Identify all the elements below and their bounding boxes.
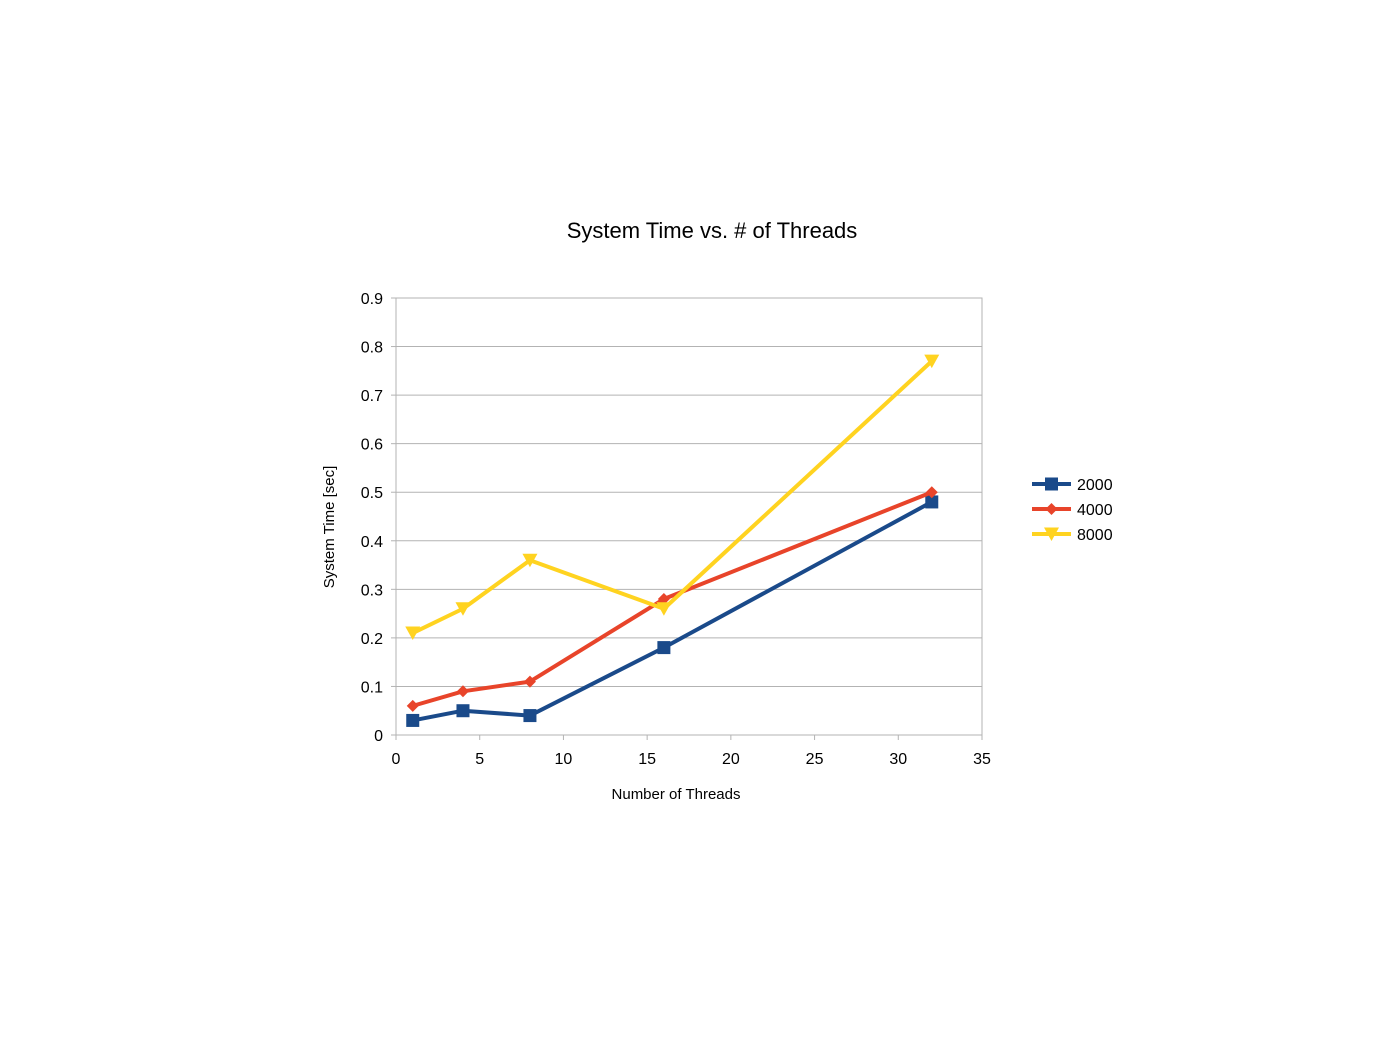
legend-item-4000: 4000	[1032, 502, 1113, 519]
series-group	[405, 354, 940, 727]
y-tick-label: 0.9	[361, 291, 383, 308]
data-point	[656, 602, 672, 616]
x-tick-label: 5	[475, 751, 484, 768]
x-axis-ticks: 0 5 10 15 20 25 30 35	[392, 735, 991, 768]
data-point	[522, 553, 538, 568]
y-tick-label: 0	[374, 728, 383, 745]
y-tick-label: 0.5	[361, 485, 383, 502]
data-point	[455, 602, 471, 616]
data-point	[406, 699, 419, 712]
data-point	[523, 709, 537, 723]
data-point	[523, 675, 536, 688]
legend-label: 4000	[1077, 502, 1113, 519]
data-point	[456, 685, 469, 698]
y-tick-label: 0.3	[361, 582, 383, 599]
data-point	[657, 641, 671, 655]
x-tick-label: 30	[889, 751, 907, 768]
y-axis-ticks: 0 0.1 0.2 0.3 0.4 0.5 0.6 0.7 0.8 0.9	[361, 291, 396, 745]
y-tick-label: 0.2	[361, 631, 383, 648]
data-point	[456, 704, 470, 718]
y-tick-label: 0.1	[361, 679, 383, 696]
data-point	[657, 593, 670, 606]
data-point	[925, 486, 938, 499]
y-tick-label: 0.8	[361, 340, 383, 357]
legend-item-2000: 2000	[1032, 477, 1113, 494]
legend-label: 8000	[1077, 527, 1113, 544]
data-point	[405, 626, 421, 641]
series-line	[410, 359, 934, 636]
series-4000	[406, 486, 938, 712]
x-tick-label: 15	[638, 751, 656, 768]
x-tick-label: 0	[392, 751, 401, 768]
x-tick-label: 20	[722, 751, 740, 768]
series-8000	[405, 354, 940, 641]
chart-title: System Time vs. # of Threads	[567, 218, 858, 243]
data-point	[925, 495, 939, 509]
plot-frame	[395, 297, 983, 736]
data-point	[924, 354, 940, 369]
x-tick-label: 10	[555, 751, 573, 768]
x-tick-label: 25	[806, 751, 824, 768]
legend-label: 2000	[1077, 477, 1113, 494]
legend: 2000 4000 8000	[1032, 477, 1113, 544]
y-tick-label: 0.7	[361, 388, 383, 405]
x-axis-label: Number of Threads	[612, 786, 741, 803]
legend-marker	[1045, 503, 1058, 515]
legend-marker	[1045, 477, 1058, 491]
y-axis-label: System Time [sec]	[321, 466, 338, 589]
y-tick-label: 0.6	[361, 437, 383, 454]
series-2000	[406, 495, 939, 727]
legend-item-8000: 8000	[1032, 527, 1113, 544]
legend-marker	[1044, 527, 1059, 541]
y-tick-label: 0.4	[361, 534, 383, 551]
gridlines	[396, 297, 982, 736]
x-tick-label: 35	[973, 751, 991, 768]
data-point	[406, 713, 420, 727]
